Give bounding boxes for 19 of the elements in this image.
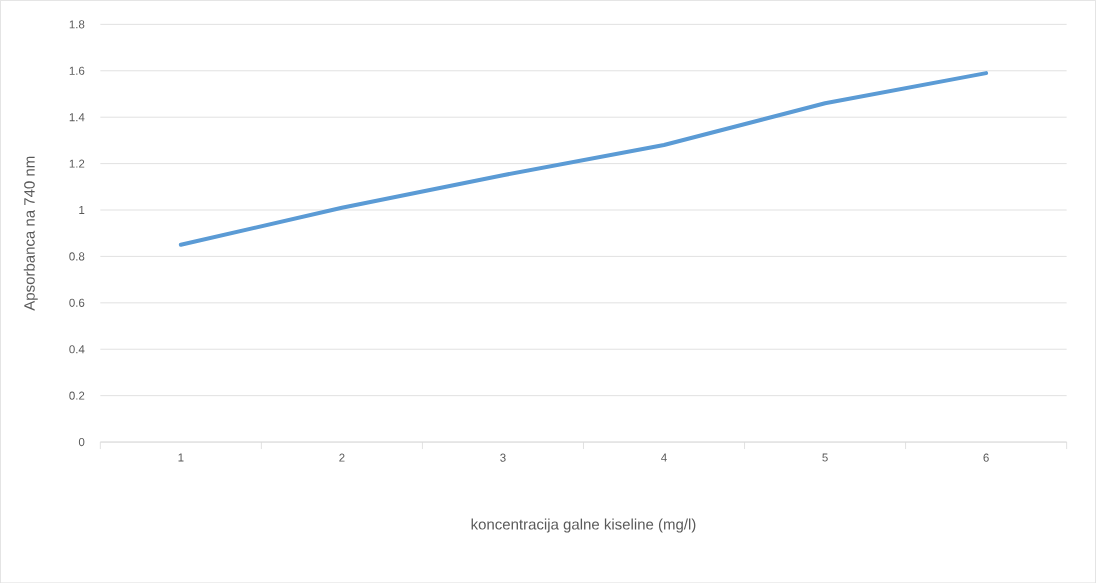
y-tick-label: 0 — [78, 437, 85, 446]
x-tick-label: 6 — [983, 453, 989, 462]
x-tick-label: 5 — [822, 453, 828, 462]
x-axis-title: koncentracija galne kiseline (mg/l) — [471, 518, 696, 533]
y-tick-label: 1 — [79, 205, 85, 214]
x-tick-label: 3 — [500, 453, 506, 462]
y-tick-label: 1.8 — [69, 20, 85, 29]
y-tick-label: 0.6 — [69, 298, 85, 307]
y-axis-title: Apsorbanca na 740 nm — [23, 156, 38, 311]
y-tick-label: 0.8 — [69, 252, 85, 261]
x-tick-label: 4 — [661, 453, 667, 462]
y-tick-label: 0.2 — [69, 391, 85, 400]
y-tick-label: 1.4 — [69, 113, 85, 121]
y-tick-label: 1.6 — [69, 66, 85, 75]
x-tick-label: 1 — [178, 453, 184, 462]
line-series — [178, 70, 989, 247]
x-tick-label: 2 — [339, 453, 345, 462]
y-tick-label: 1.2 — [69, 159, 85, 168]
y-tick-label: 0.4 — [69, 345, 85, 354]
